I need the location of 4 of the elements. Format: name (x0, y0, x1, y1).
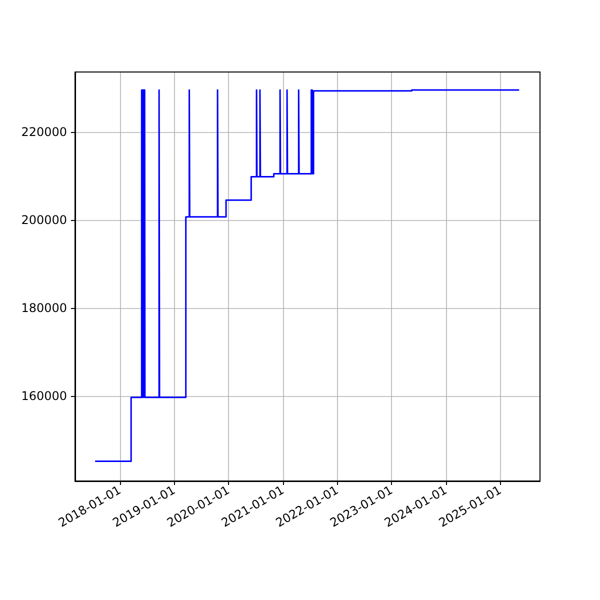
y-tick-label: 160000 (21, 389, 67, 404)
y-tick-label: 180000 (21, 300, 67, 315)
y-tick-label: 220000 (21, 124, 67, 139)
y-tick-label: 200000 (21, 212, 67, 227)
